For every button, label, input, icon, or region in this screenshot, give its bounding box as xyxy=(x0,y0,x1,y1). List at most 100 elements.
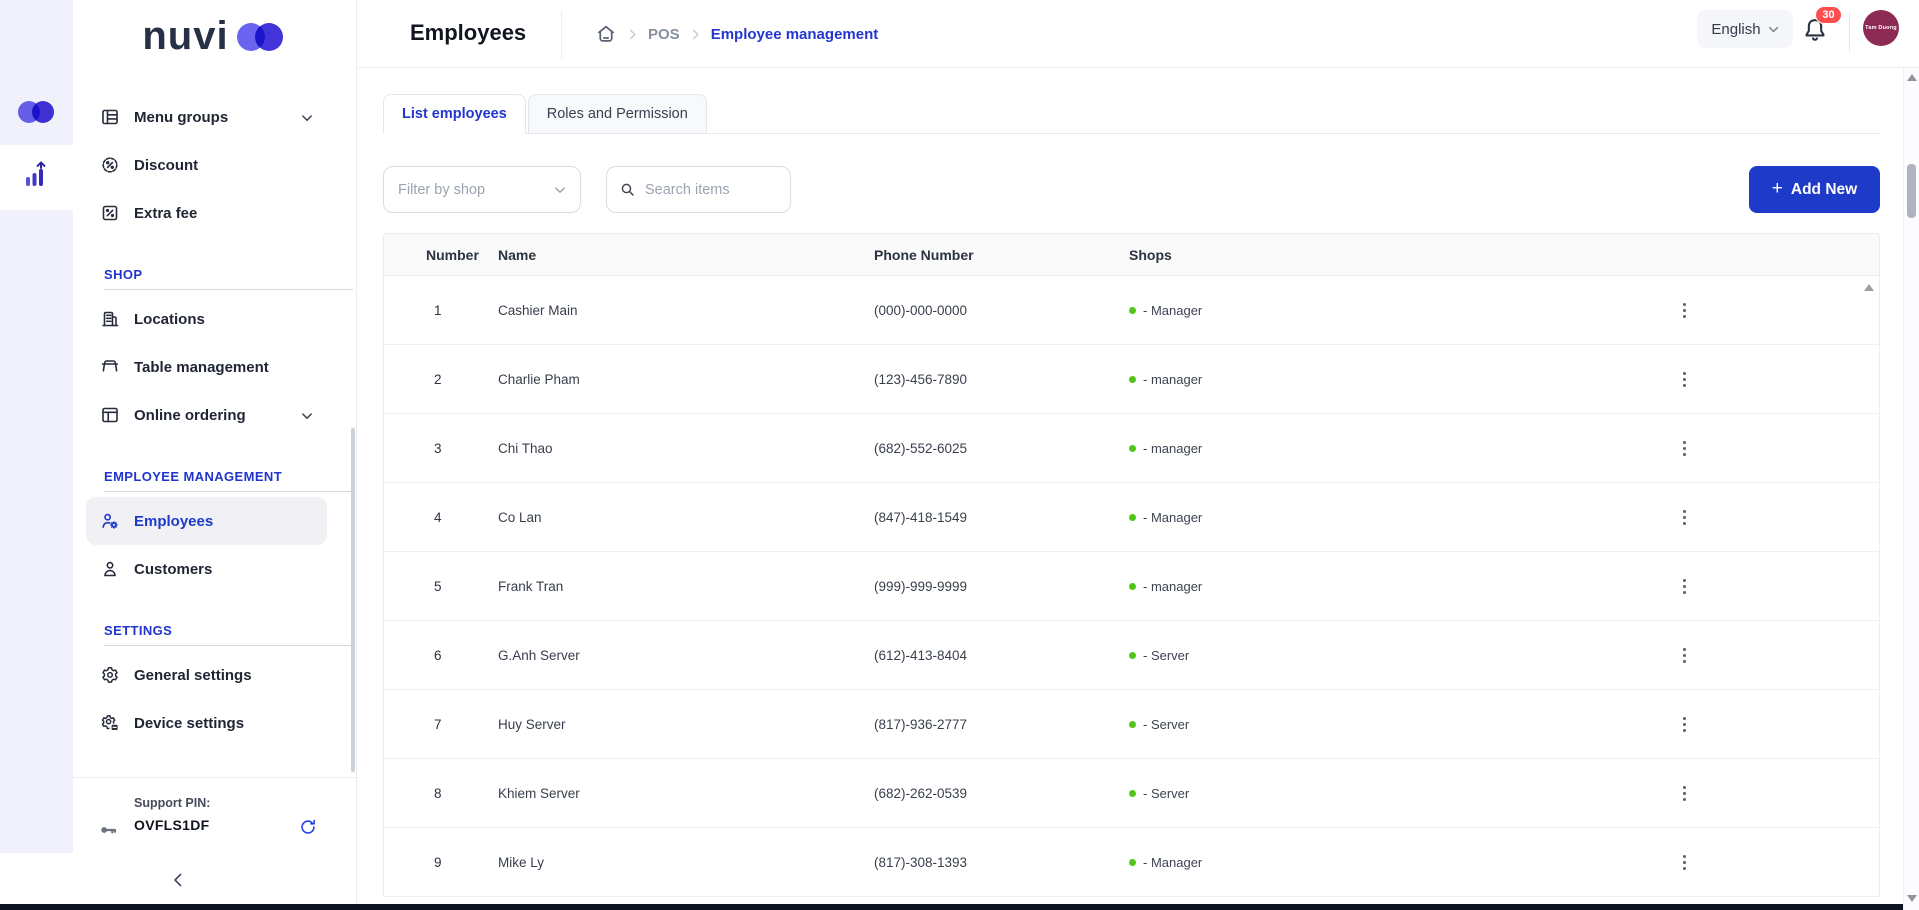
kebab-menu-icon[interactable] xyxy=(1675,851,1693,873)
tab-bar-line xyxy=(383,133,1880,134)
infinity-logo-icon xyxy=(232,19,288,60)
cell-actions xyxy=(1649,851,1879,873)
tab-list-employees[interactable]: List employees xyxy=(383,94,526,134)
cell-shops: - manager xyxy=(1129,441,1649,456)
sidebar-item-label: Discount xyxy=(134,156,199,174)
device-gear-icon xyxy=(100,713,120,733)
kebab-menu-icon[interactable] xyxy=(1675,782,1693,804)
infinity-logo-icon[interactable] xyxy=(14,98,58,131)
sidebar-collapse-button[interactable] xyxy=(160,867,196,893)
status-dot xyxy=(1129,651,1136,659)
key-icon xyxy=(98,820,118,845)
avatar[interactable]: Tam Duong xyxy=(1863,10,1899,46)
breadcrumb-pos[interactable]: POS xyxy=(648,25,680,43)
cell-phone: (817)-936-2777 xyxy=(874,716,968,732)
sidebar-nav: Menu groups Discount Extra fee SHOP Location… xyxy=(73,88,357,747)
search-input[interactable] xyxy=(645,181,765,198)
scroll-up-icon[interactable] xyxy=(1907,74,1917,81)
cell-number: 5 xyxy=(434,578,442,594)
sidebar-item-customers[interactable]: Customers xyxy=(86,545,327,593)
bar-chart-icon[interactable] xyxy=(22,160,50,195)
cell-shops: - Server xyxy=(1129,786,1649,801)
kebab-menu-icon[interactable] xyxy=(1675,575,1693,597)
tab-roles-permission[interactable]: Roles and Permission xyxy=(527,94,707,134)
table-row: 4 Co Lan (847)-418-1549 - Manager xyxy=(384,483,1879,552)
filter-placeholder: Filter by shop xyxy=(398,181,486,198)
scrollbar-thumb[interactable] xyxy=(1907,164,1916,218)
cell-number: 2 xyxy=(434,371,442,387)
cell-actions xyxy=(1649,368,1879,390)
discount-badge-icon xyxy=(100,155,120,175)
cell-phone: (999)-999-9999 xyxy=(874,578,968,594)
kebab-menu-icon[interactable] xyxy=(1675,299,1693,321)
scroll-down-icon[interactable] xyxy=(1907,895,1917,902)
bottom-bar xyxy=(0,904,1903,910)
sidebar-item-locations[interactable]: Locations xyxy=(86,295,327,343)
sidebar-scrollbar[interactable] xyxy=(351,428,355,772)
sidebar-item-label: Device settings xyxy=(134,714,245,732)
sidebar-item-device-settings[interactable]: Device settings xyxy=(86,699,327,747)
add-new-label: Add New xyxy=(1790,180,1858,198)
refresh-icon[interactable] xyxy=(299,818,317,841)
kebab-menu-icon[interactable] xyxy=(1675,713,1693,735)
sidebar-item-employees[interactable]: Employees xyxy=(86,497,327,545)
sidebar: nuvi Menu groups Discount Extra fee SHOP Loc… xyxy=(73,0,357,904)
table-scrollbar-up-icon[interactable] xyxy=(1864,284,1874,291)
table-row: 8 Khiem Server (682)-262-0539 - Server xyxy=(384,759,1879,828)
shop-role-label: - Server xyxy=(1143,785,1190,801)
kebab-menu-icon[interactable] xyxy=(1675,437,1693,459)
brand-logo[interactable]: nuvi xyxy=(73,16,357,62)
cell-actions xyxy=(1649,644,1879,666)
section-divider xyxy=(104,289,353,290)
sidebar-item-label: Customers xyxy=(134,560,213,578)
cell-number: 1 xyxy=(434,302,442,318)
cell-number: 4 xyxy=(434,509,442,525)
sidebar-bottom-strip xyxy=(0,853,356,904)
cell-actions xyxy=(1649,713,1879,735)
shop-role-label: - manager xyxy=(1143,440,1203,456)
cell-number: 3 xyxy=(434,440,442,456)
kebab-menu-icon[interactable] xyxy=(1675,506,1693,528)
section-divider xyxy=(104,645,353,646)
cell-actions xyxy=(1649,437,1879,459)
browser-window-icon xyxy=(100,405,120,425)
avatar-label: Tam Duong xyxy=(1865,25,1897,31)
cell-phone: (847)-418-1549 xyxy=(874,509,968,525)
shop-role-label: - Manager xyxy=(1143,302,1203,318)
status-dot xyxy=(1129,306,1136,314)
cell-actions xyxy=(1649,506,1879,528)
cell-phone: (000)-000-0000 xyxy=(874,302,968,318)
support-pin-label: Support PIN: xyxy=(134,796,211,810)
filter-by-shop-select[interactable]: Filter by shop xyxy=(383,166,581,213)
sidebar-item-table-management[interactable]: Table management xyxy=(86,343,327,391)
sidebar-item-general-settings[interactable]: General settings xyxy=(86,651,327,699)
user-icon xyxy=(100,559,120,579)
cell-number: 6 xyxy=(434,647,442,663)
cell-shops: - Server xyxy=(1129,648,1649,663)
breadcrumb-current[interactable]: Employee management xyxy=(710,25,879,43)
page-scrollbar[interactable] xyxy=(1903,68,1919,910)
sidebar-item-extra-fee[interactable]: Extra fee xyxy=(86,189,327,237)
sidebar-item-label: Employees xyxy=(134,512,214,530)
sidebar-item-discount[interactable]: Discount xyxy=(86,141,327,189)
cell-phone: (612)-413-8404 xyxy=(874,647,968,663)
kebab-menu-icon[interactable] xyxy=(1675,368,1693,390)
sidebar-item-label: Menu groups xyxy=(134,108,229,126)
home-icon[interactable] xyxy=(595,23,617,45)
language-selector[interactable]: English xyxy=(1697,10,1793,48)
table-header-row: Number Name Phone Number Shops xyxy=(384,234,1879,276)
rail-background xyxy=(0,0,73,853)
chevron-right-icon xyxy=(627,29,638,40)
column-header-number: Number xyxy=(426,246,479,263)
cell-actions xyxy=(1649,575,1879,597)
kebab-menu-icon[interactable] xyxy=(1675,644,1693,666)
cell-name: G.Anh Server xyxy=(498,647,580,663)
add-new-button[interactable]: + Add New xyxy=(1749,166,1880,213)
cell-phone: (817)-308-1393 xyxy=(874,854,968,870)
search-box xyxy=(606,166,791,213)
sidebar-item-online-ordering[interactable]: Online ordering xyxy=(86,391,327,439)
building-icon xyxy=(100,309,120,329)
table-row: 5 Frank Tran (999)-999-9999 - manager xyxy=(384,552,1879,621)
sidebar-item-menu-groups[interactable]: Menu groups xyxy=(86,93,327,141)
